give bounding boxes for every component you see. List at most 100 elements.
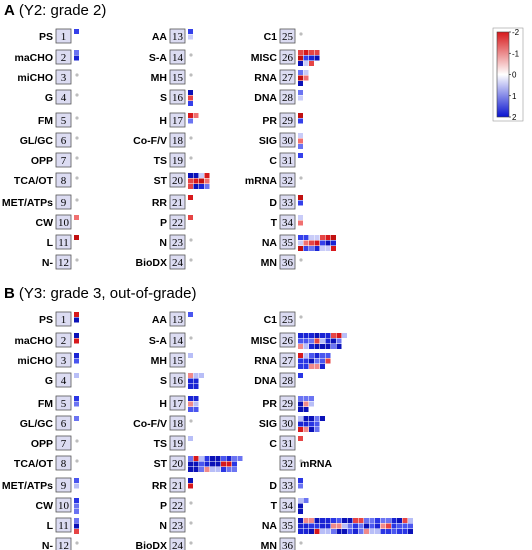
heat-cell [74, 483, 79, 489]
heat-cell [320, 529, 325, 534]
category-label-14: S-A [149, 335, 168, 347]
category-number-box-15 [169, 69, 186, 85]
category-number-9: 9 [61, 197, 67, 209]
category-label-18: Co-F/V [133, 418, 167, 430]
heat-cell [303, 55, 309, 61]
heat-cell [303, 75, 309, 81]
heat-cell [336, 338, 342, 344]
heat-cell [298, 90, 303, 95]
heat-cell [188, 456, 193, 461]
category-label-10: CW [36, 217, 54, 229]
heat-cell [74, 416, 79, 421]
heat-cell [303, 240, 309, 246]
category-number-18: 18 [172, 418, 184, 430]
heat-cell [325, 523, 331, 529]
heat-cell [391, 523, 397, 529]
heat-cell [188, 483, 193, 489]
panel-a-subtitle: (Y2: grade 2) [18, 2, 107, 19]
heat-cell [369, 518, 375, 523]
category-label-20: ST [154, 175, 168, 187]
category-label-13: AA [152, 31, 168, 43]
heat-cell [342, 529, 347, 534]
heat-cell [325, 235, 331, 240]
heat-cell [298, 498, 303, 503]
heat-cell [74, 503, 79, 509]
heat-cell [408, 523, 413, 529]
heat-cell [221, 461, 226, 467]
heat-cell [331, 338, 336, 344]
category-label-32: mRNA [300, 458, 333, 470]
heat-cell [303, 344, 309, 349]
category-number-box-15 [169, 352, 186, 368]
heat-cell [74, 529, 79, 534]
category-number-box-31 [279, 435, 296, 451]
category-label-27: RNA [254, 72, 277, 84]
heat-cell [298, 353, 303, 358]
category-label-30: SIG [259, 135, 277, 147]
category-label-34: T [271, 500, 278, 512]
category-number-25: 25 [282, 31, 294, 43]
category-label-22: P [160, 500, 167, 512]
heat-cell [298, 373, 303, 378]
heat-cell [298, 509, 303, 514]
empty-dot-5 [75, 116, 79, 120]
empty-dot-19 [189, 156, 193, 160]
heat-cell [298, 344, 303, 349]
heat-cell [193, 384, 199, 389]
heat-cell [210, 461, 215, 467]
heat-cell [188, 373, 193, 378]
category-label-5: FM [38, 398, 53, 410]
category-number-box-6 [55, 415, 72, 431]
category-number-box-13 [169, 28, 186, 44]
heat-cell [402, 529, 408, 534]
heat-cell [298, 118, 303, 124]
empty-dot-18 [189, 419, 193, 423]
heat-cell [215, 461, 221, 467]
heat-cell [204, 184, 210, 189]
heat-cell [303, 50, 309, 55]
heat-cell [298, 358, 303, 364]
empty-dot-14 [189, 336, 193, 340]
category-number-35: 35 [282, 237, 294, 249]
category-label-13: AA [152, 314, 168, 326]
category-number-box-11 [55, 234, 72, 250]
heat-cell [325, 344, 331, 349]
category-number-26: 26 [282, 335, 294, 347]
category-number-1: 1 [61, 31, 67, 43]
category-number-box-35 [279, 517, 296, 533]
heat-cell [309, 523, 314, 529]
category-number-box-14 [169, 49, 186, 65]
category-number-3: 3 [61, 72, 67, 84]
heat-cell [298, 246, 303, 251]
category-number-box-25 [279, 311, 296, 327]
category-number-box-14 [169, 332, 186, 348]
category-number-box-1 [55, 28, 72, 44]
category-number-19: 19 [172, 155, 184, 167]
heat-cell [314, 344, 320, 349]
category-label-31: C [269, 155, 277, 167]
heat-cell [74, 373, 79, 378]
heat-cell [303, 396, 309, 401]
heat-cell [314, 235, 320, 240]
category-label-28: DNA [254, 92, 277, 104]
heat-cell [375, 518, 380, 523]
category-number-box-33 [279, 477, 296, 493]
category-number-28: 28 [282, 375, 294, 387]
heat-cell [314, 421, 320, 427]
empty-dot-23 [189, 521, 193, 525]
heat-cell [199, 184, 204, 189]
heat-cell [188, 478, 193, 483]
category-label-5: FM [38, 115, 53, 127]
category-label-36: MN [261, 257, 277, 269]
category-label-29: PR [262, 115, 277, 127]
heat-cell [303, 401, 309, 407]
panel-b-title: B (Y3: grade 3, out-of-grade) [4, 285, 196, 302]
category-number-31: 31 [282, 155, 293, 167]
category-label-24: BioDX [136, 257, 168, 269]
category-number-box-21 [169, 477, 186, 493]
heat-cell [210, 467, 215, 472]
heat-cell [380, 518, 386, 523]
category-label-26: MISC [251, 52, 278, 64]
empty-dot-24 [189, 541, 193, 545]
category-number-box-24 [169, 254, 186, 270]
